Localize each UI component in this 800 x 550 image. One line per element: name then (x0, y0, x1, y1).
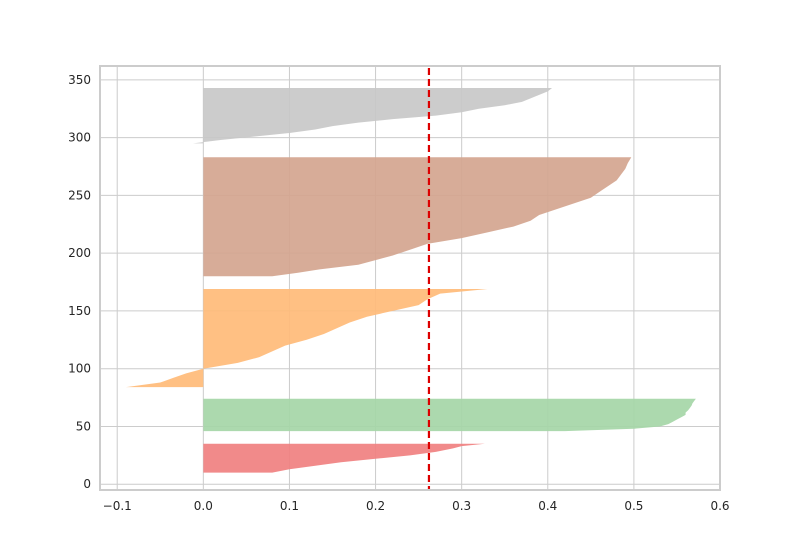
y-tick-label: 200 (68, 246, 91, 260)
x-tick-label: 0.1 (280, 499, 299, 513)
x-tick-label: 0.0 (194, 499, 213, 513)
x-tick-label: 0.6 (710, 499, 729, 513)
y-tick-label: 50 (76, 419, 91, 433)
y-tick-label: 300 (68, 131, 91, 145)
silhouette-series-2 (203, 398, 696, 432)
silhouette-series-1 (203, 443, 485, 473)
x-tick-label: 0.3 (452, 499, 471, 513)
y-tick-label: 100 (68, 362, 91, 376)
x-tick-label: 0.5 (624, 499, 643, 513)
silhouette-series-3 (125, 288, 488, 388)
x-tick-label: −0.1 (103, 499, 132, 513)
y-tick-label: 250 (68, 188, 91, 202)
silhouette-series-4 (203, 157, 632, 277)
x-tick-label: 0.4 (538, 499, 557, 513)
y-tick-label: 150 (68, 304, 91, 318)
plot-frame (99, 65, 721, 491)
y-tick-label: 0 (83, 477, 91, 491)
y-tick-label: 350 (68, 73, 91, 87)
x-tick-label: 0.2 (366, 499, 385, 513)
silhouette-series-5 (193, 87, 553, 144)
